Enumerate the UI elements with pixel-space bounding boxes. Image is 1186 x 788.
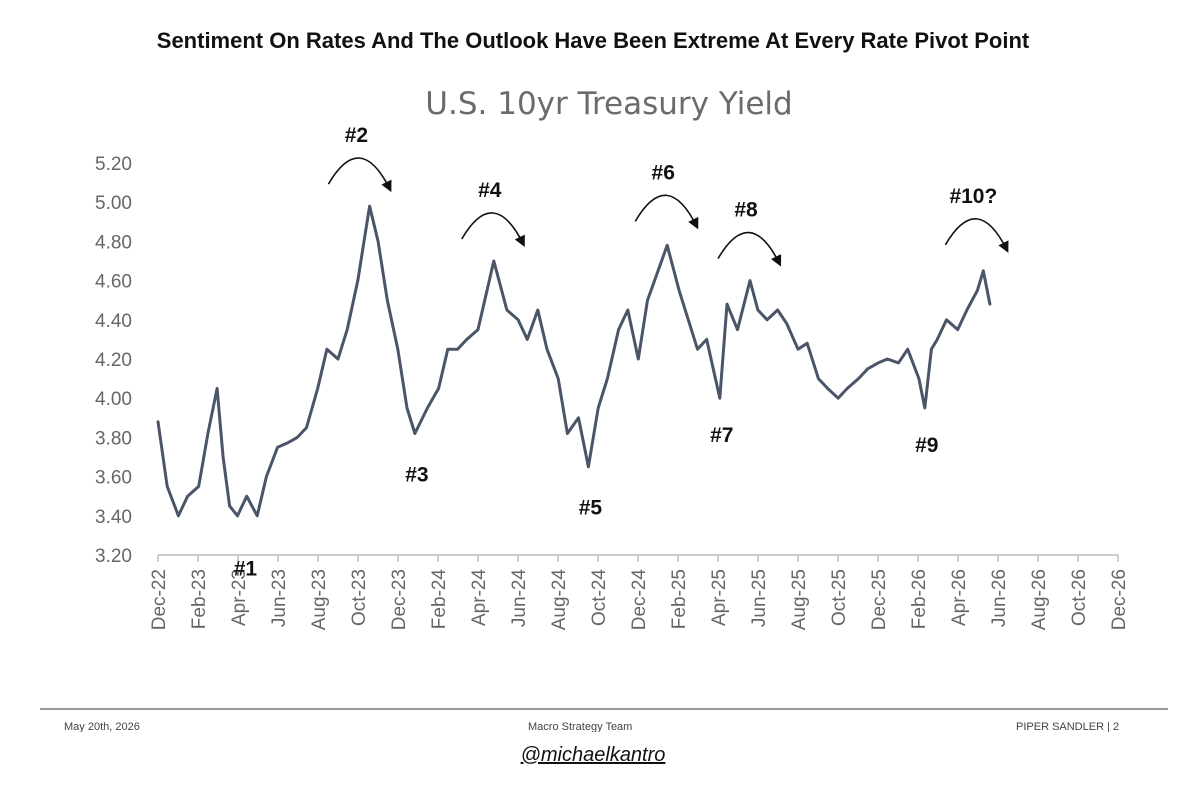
x-tick-label: Oct-26 (1069, 569, 1090, 626)
author-credit[interactable]: @michaelkantro (0, 744, 1186, 767)
x-tick-label: Feb-25 (669, 569, 690, 629)
pivot-arrow (461, 212, 525, 248)
pivot-label: #2 (345, 124, 368, 147)
x-tick-label: Apr-24 (469, 569, 490, 626)
pivot-label: #7 (710, 424, 733, 447)
pivot-arrow (717, 231, 782, 267)
x-tick-label: Aug-23 (309, 569, 330, 630)
x-tick-label: Dec-22 (149, 569, 170, 630)
pivot-label: #9 (915, 434, 938, 457)
x-tick-label: Dec-23 (389, 569, 410, 630)
x-tick-label: Oct-25 (829, 569, 850, 626)
x-tick-label: Aug-26 (1029, 569, 1050, 630)
x-tick-label: Oct-23 (349, 569, 370, 626)
x-tick-label: Feb-24 (429, 569, 450, 630)
x-tick-label: Jun-26 (989, 569, 1010, 627)
y-tick-label: 4.80 (95, 232, 132, 253)
x-tick-label: Apr-23 (229, 569, 250, 626)
x-tick-label: Dec-24 (629, 569, 650, 631)
pivot-label: #1 (234, 557, 258, 580)
y-tick-label: 4.20 (95, 350, 132, 371)
y-tick-label: 5.00 (95, 193, 132, 214)
footer-brand: PIPER SANDLER | 2 (1016, 722, 1120, 732)
x-tick-label: Feb-23 (189, 569, 210, 629)
headline: Sentiment On Rates And The Outlook Have … (156, 28, 1030, 53)
x-tick-label: Apr-26 (949, 569, 970, 626)
pivot-arrow (944, 218, 1009, 253)
x-tick-label: Feb-26 (909, 569, 930, 629)
x-tick-label: Jun-25 (749, 569, 770, 627)
y-tick-label: 5.20 (95, 154, 132, 175)
author-handle[interactable]: @michaelkantro (520, 744, 666, 766)
yield-line (156, 204, 992, 518)
x-tick-label: Aug-24 (549, 569, 570, 631)
pivot-label: #6 (652, 161, 675, 184)
pivot-label: #8 (734, 199, 758, 222)
yield-chart: 3.20 3.40 3.60 3.80 4.00 4.20 4.40 4.60 4.80 5.00… (95, 124, 1130, 631)
pivot-label: #5 (579, 497, 603, 520)
y-tick-label: 3.60 (95, 468, 132, 489)
x-tick-label: Dec-26 (1109, 569, 1130, 630)
y-tick-label: 3.40 (95, 507, 132, 528)
pivot-arrow (327, 157, 392, 193)
x-tick-label: Apr-25 (709, 569, 730, 626)
y-tick-label: 4.00 (95, 389, 132, 410)
y-tick-label: 4.40 (95, 311, 132, 332)
footer-rule (40, 708, 1168, 710)
y-tick-label: 3.20 (95, 546, 132, 567)
x-tick-label: Aug-25 (789, 569, 810, 630)
pivot-label: #3 (405, 463, 428, 486)
x-tick-label: Jun-24 (509, 569, 530, 628)
x-tick-label: Oct-24 (589, 569, 610, 626)
y-tick-label: 3.80 (95, 428, 132, 449)
pivot-label: #4 (478, 179, 502, 202)
x-tick-label: Jun-23 (269, 569, 290, 627)
y-tick-label: 4.60 (95, 272, 132, 293)
pivot-arrow (634, 194, 699, 230)
x-tick-label: Dec-25 (869, 569, 890, 630)
footer-team: Macro Strategy Team (528, 722, 633, 732)
chart-title: U.S. 10yr Treasury Yield (425, 86, 793, 122)
footer-date: May 20th, 2026 (64, 722, 140, 732)
pivot-label: #10? (949, 185, 997, 208)
